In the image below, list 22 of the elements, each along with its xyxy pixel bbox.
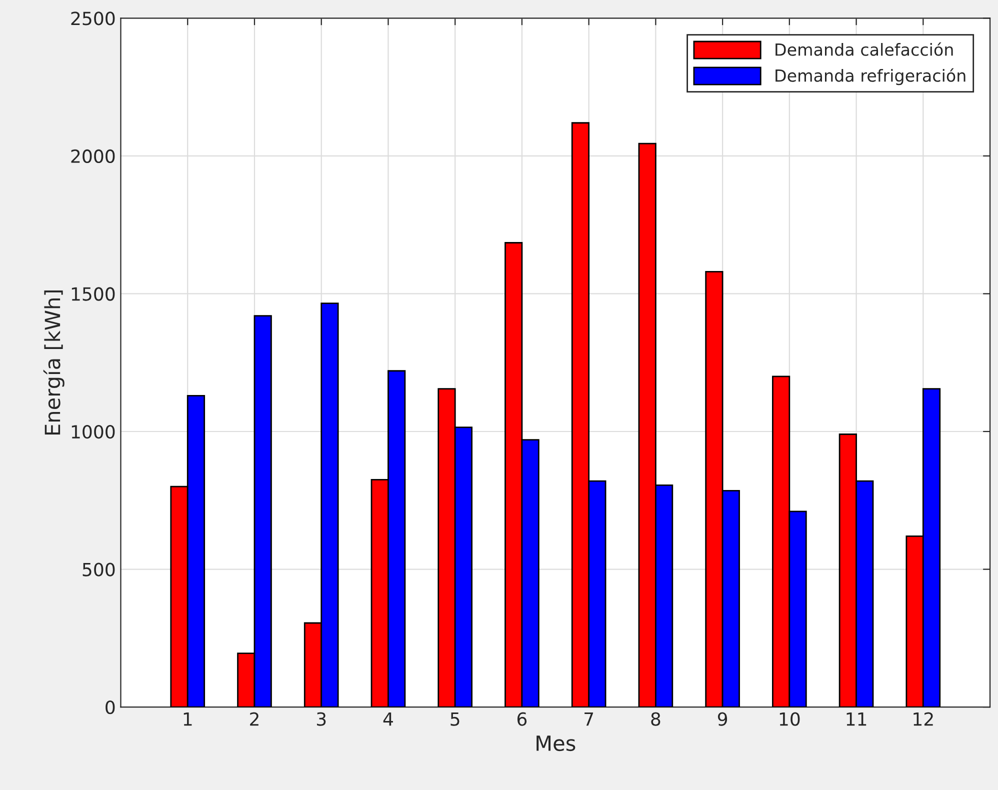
y-tick-label: 500 [82, 562, 115, 576]
x-tick-label: 12 [914, 712, 933, 726]
y-tick-label: 1500 [72, 287, 115, 301]
x-tick-label: 2 [250, 712, 258, 726]
x-tick-label: 10 [780, 712, 800, 726]
x-tick-label: 11 [846, 712, 866, 726]
x-tick-label: 4 [383, 712, 393, 726]
x-tick-label: 7 [584, 712, 594, 726]
y-axis-title: Energía [kWh] [43, 290, 64, 435]
legend-label: Demanda refrigeración [776, 68, 966, 86]
x-tick-label: 1 [184, 712, 192, 726]
x-tick-label: 6 [517, 712, 527, 726]
x-tick-label: 5 [450, 712, 460, 726]
x-tick-label: 8 [651, 712, 660, 726]
legend-label: Demanda calefacción [776, 42, 953, 56]
x-tick-label: 9 [718, 712, 728, 726]
y-tick-label: 0 [106, 700, 115, 714]
x-tick-label: 3 [316, 712, 326, 726]
y-tick-label: 2000 [71, 149, 115, 164]
x-axis-title: Mes [536, 736, 576, 752]
y-tick-label: 2500 [71, 12, 115, 26]
y-tick-label: 1000 [72, 424, 115, 439]
